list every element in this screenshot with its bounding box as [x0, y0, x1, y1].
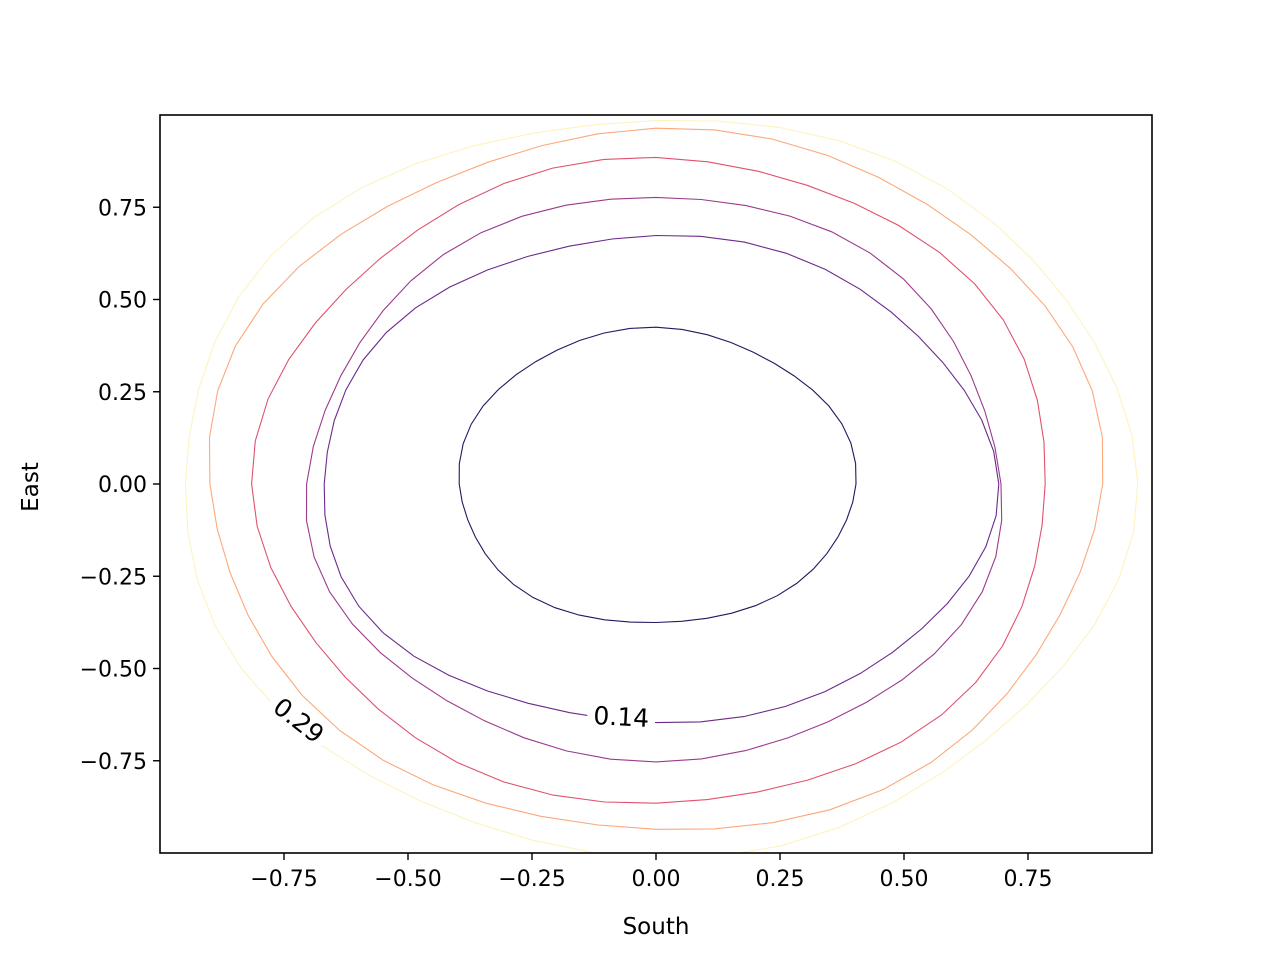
x-tick-label: 0.50 [880, 867, 929, 892]
x-tick-label: 0.00 [632, 867, 681, 892]
x-tick-label: 0.75 [1004, 867, 1053, 892]
contour-line-0.14 [323, 234, 1000, 724]
contour-label-backing [263, 686, 336, 753]
x-tick-label: −0.25 [498, 867, 565, 892]
contour-line-0.29 [208, 127, 1104, 830]
contour-line-0.24 [251, 156, 1046, 804]
contour-labels: 0.14 0.29 [263, 686, 657, 753]
y-tick-label: −0.50 [80, 658, 147, 683]
y-tick-label: 0.75 [98, 196, 147, 221]
y-tick-label: 0.25 [98, 381, 147, 406]
y-tick-label: 0.00 [98, 473, 147, 498]
x-axis: −0.75 −0.50 −0.25 0.00 0.25 0.50 0.75 [250, 853, 1052, 892]
y-axis: 0.75 0.50 0.25 0.00 −0.25 −0.50 −0.75 [80, 196, 160, 775]
contour-label: 0.14 [593, 701, 650, 733]
contour-line-0.05 [458, 326, 857, 624]
y-tick-label: −0.25 [80, 565, 147, 590]
y-axis-label: East [18, 462, 44, 512]
y-tick-label: 0.50 [98, 289, 147, 314]
contour-label-backing [586, 698, 657, 733]
x-tick-label: 0.25 [756, 867, 805, 892]
contour-line-0.34 [184, 119, 1139, 853]
x-axis-label: South [623, 914, 690, 940]
contour-lines [184, 119, 1139, 853]
x-tick-label: −0.50 [374, 867, 441, 892]
x-tick-label: −0.75 [250, 867, 317, 892]
contour-line-0.2 [305, 196, 1003, 763]
contour-label-group: 0.14 [586, 698, 657, 733]
contour-label-group: 0.29 [263, 686, 336, 753]
y-tick-label: −0.75 [80, 750, 147, 775]
